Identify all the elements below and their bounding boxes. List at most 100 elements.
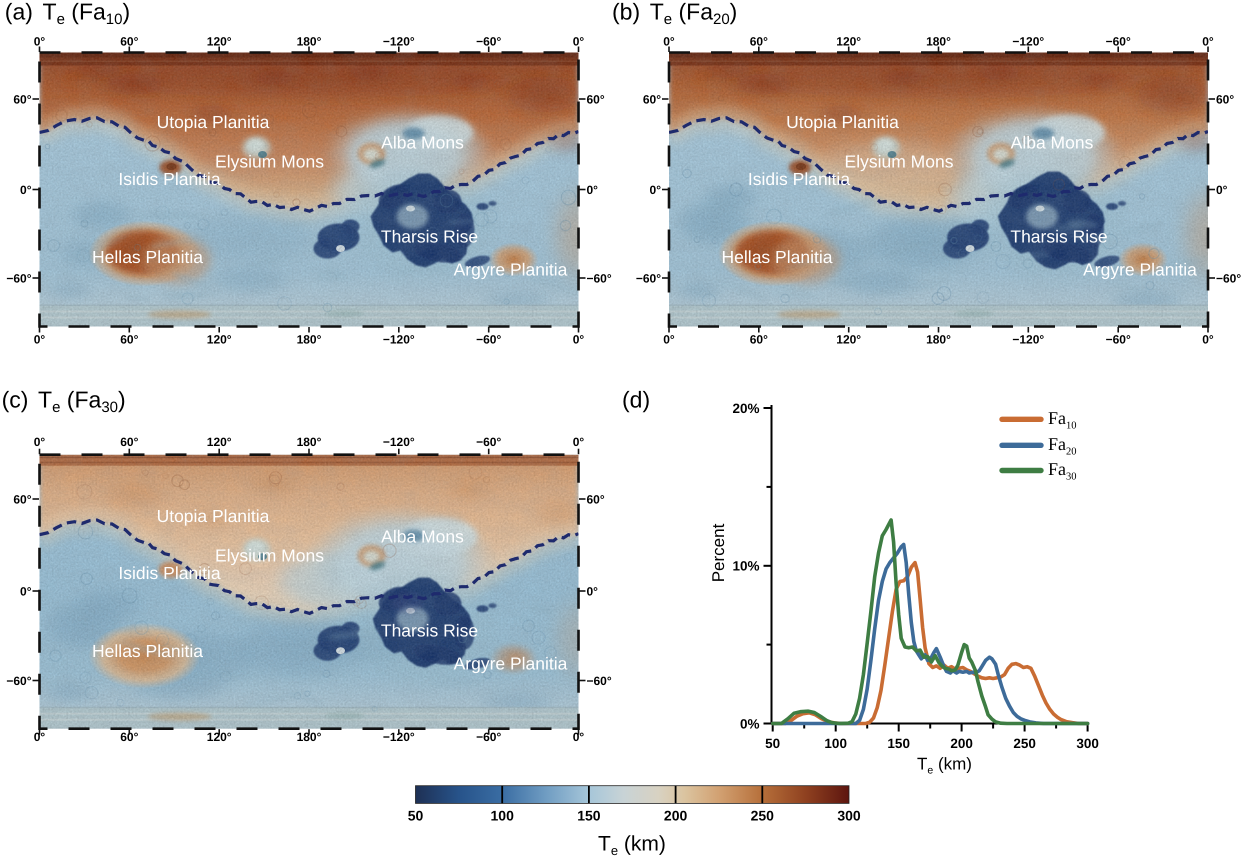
svg-text:10%: 10% xyxy=(732,559,759,574)
svg-text:−120°: −120° xyxy=(383,35,415,49)
svg-text:120°: 120° xyxy=(207,730,232,744)
svg-text:180°: 180° xyxy=(297,333,322,347)
svg-text:120°: 120° xyxy=(836,333,861,347)
svg-text:Tharsis Rise: Tharsis Rise xyxy=(381,227,478,247)
svg-text:180°: 180° xyxy=(297,435,322,449)
svg-text:−60°: −60° xyxy=(587,272,612,286)
svg-text:120°: 120° xyxy=(207,35,232,49)
svg-text:−60°: −60° xyxy=(1216,272,1241,286)
svg-text:60°: 60° xyxy=(120,435,138,449)
svg-text:−60°: −60° xyxy=(1106,35,1131,49)
svg-text:120°: 120° xyxy=(207,333,232,347)
svg-text:Argyre Planitia: Argyre Planitia xyxy=(1083,260,1197,280)
svg-text:300: 300 xyxy=(837,808,861,824)
svg-text:60°: 60° xyxy=(643,93,661,107)
svg-text:0°: 0° xyxy=(587,585,599,599)
svg-text:Isidis Planitia: Isidis Planitia xyxy=(118,169,220,189)
svg-text:−60°: −60° xyxy=(6,674,31,688)
svg-text:0°: 0° xyxy=(573,333,585,347)
svg-text:0°: 0° xyxy=(20,183,32,197)
svg-text:0°: 0° xyxy=(663,333,675,347)
svg-text:60°: 60° xyxy=(120,333,138,347)
svg-text:180°: 180° xyxy=(297,730,322,744)
svg-text:Elysium Mons: Elysium Mons xyxy=(215,152,324,172)
svg-text:0°: 0° xyxy=(34,730,46,744)
svg-text:250: 250 xyxy=(751,808,775,824)
svg-text:0°: 0° xyxy=(663,35,675,49)
svg-text:−60°: −60° xyxy=(587,674,612,688)
svg-text:−120°: −120° xyxy=(1012,333,1044,347)
svg-text:60°: 60° xyxy=(587,493,605,507)
svg-text:0%: 0% xyxy=(740,716,760,731)
svg-text:0°: 0° xyxy=(573,730,585,744)
svg-text:300: 300 xyxy=(1076,736,1099,751)
svg-text:−120°: −120° xyxy=(383,333,415,347)
svg-text:Isidis Planitia: Isidis Planitia xyxy=(118,563,220,583)
svg-text:Te (km): Te (km) xyxy=(598,833,666,858)
svg-text:0°: 0° xyxy=(34,35,46,49)
svg-text:120°: 120° xyxy=(207,435,232,449)
svg-text:0°: 0° xyxy=(1216,183,1228,197)
svg-text:Utopia Planitia: Utopia Planitia xyxy=(157,506,270,526)
svg-text:0°: 0° xyxy=(587,183,599,197)
svg-text:150: 150 xyxy=(577,808,601,824)
svg-text:−60°: −60° xyxy=(476,730,501,744)
svg-text:60°: 60° xyxy=(750,35,768,49)
svg-text:20%: 20% xyxy=(732,401,759,416)
svg-text:(b) Te (Fa20): (b) Te (Fa20) xyxy=(612,0,737,28)
svg-text:Te (km): Te (km) xyxy=(917,755,972,777)
svg-text:100: 100 xyxy=(824,736,847,751)
svg-text:0°: 0° xyxy=(1202,333,1214,347)
svg-text:−60°: −60° xyxy=(1106,333,1131,347)
svg-text:−60°: −60° xyxy=(476,35,501,49)
svg-text:−120°: −120° xyxy=(1012,35,1044,49)
svg-text:Hellas Planitia: Hellas Planitia xyxy=(92,641,203,661)
svg-text:0°: 0° xyxy=(20,585,32,599)
svg-text:(d): (d) xyxy=(622,387,650,413)
svg-text:250: 250 xyxy=(1013,736,1036,751)
svg-text:Utopia Planitia: Utopia Planitia xyxy=(157,112,270,132)
svg-text:Utopia Planitia: Utopia Planitia xyxy=(786,112,899,132)
svg-text:Tharsis Rise: Tharsis Rise xyxy=(1010,227,1107,247)
svg-text:120°: 120° xyxy=(836,35,861,49)
svg-text:−60°: −60° xyxy=(476,333,501,347)
svg-text:0°: 0° xyxy=(34,333,46,347)
svg-text:0°: 0° xyxy=(1202,35,1214,49)
svg-text:−60°: −60° xyxy=(6,272,31,286)
svg-text:Argyre Planitia: Argyre Planitia xyxy=(454,654,568,674)
svg-text:−120°: −120° xyxy=(383,435,415,449)
svg-text:Alba Mons: Alba Mons xyxy=(381,133,464,153)
svg-text:Isidis Planitia: Isidis Planitia xyxy=(748,169,850,189)
svg-text:60°: 60° xyxy=(13,93,31,107)
svg-text:100: 100 xyxy=(491,808,515,824)
svg-text:200: 200 xyxy=(950,736,973,751)
svg-text:Elysium Mons: Elysium Mons xyxy=(215,546,324,566)
svg-text:180°: 180° xyxy=(926,35,951,49)
svg-text:60°: 60° xyxy=(13,493,31,507)
svg-text:50: 50 xyxy=(765,736,780,751)
svg-text:0°: 0° xyxy=(573,435,585,449)
svg-text:Percent: Percent xyxy=(709,523,728,582)
svg-text:60°: 60° xyxy=(587,93,605,107)
svg-text:200: 200 xyxy=(664,808,688,824)
svg-text:0°: 0° xyxy=(573,35,585,49)
svg-text:180°: 180° xyxy=(926,333,951,347)
svg-text:150: 150 xyxy=(887,736,910,751)
svg-text:60°: 60° xyxy=(120,730,138,744)
svg-text:60°: 60° xyxy=(1216,93,1234,107)
svg-text:0°: 0° xyxy=(34,435,46,449)
svg-text:Hellas Planitia: Hellas Planitia xyxy=(92,247,203,267)
svg-text:Alba Mons: Alba Mons xyxy=(381,527,464,547)
svg-text:Tharsis Rise: Tharsis Rise xyxy=(381,621,478,641)
svg-text:50: 50 xyxy=(408,808,424,824)
svg-text:Elysium Mons: Elysium Mons xyxy=(845,152,954,172)
svg-text:60°: 60° xyxy=(120,35,138,49)
svg-text:60°: 60° xyxy=(750,333,768,347)
svg-text:Alba Mons: Alba Mons xyxy=(1011,133,1094,153)
svg-text:Argyre Planitia: Argyre Planitia xyxy=(454,260,568,280)
svg-text:−60°: −60° xyxy=(636,272,661,286)
svg-text:−60°: −60° xyxy=(476,435,501,449)
svg-text:0°: 0° xyxy=(650,183,662,197)
svg-text:−120°: −120° xyxy=(383,730,415,744)
svg-text:180°: 180° xyxy=(297,35,322,49)
